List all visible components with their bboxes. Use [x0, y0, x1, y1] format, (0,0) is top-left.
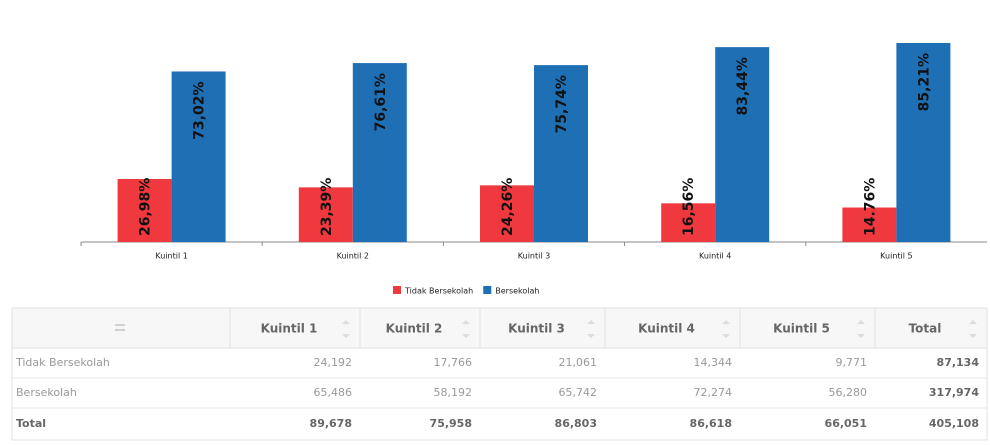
- x-tick-label: Kuintil 1: [155, 252, 187, 261]
- bar: [298, 187, 353, 242]
- legend-swatch: [483, 286, 492, 294]
- value-label: 14.76%: [862, 178, 878, 236]
- value-label: 76,61%: [373, 73, 389, 131]
- table-cell: 58,192: [434, 386, 473, 399]
- x-tick-label: Kuintil 3: [518, 252, 550, 261]
- legend-swatch: [393, 286, 401, 294]
- column-header: Kuintil 2: [386, 322, 443, 336]
- table-cell: 17,766: [434, 356, 473, 369]
- column-header: Kuintil 1: [261, 322, 318, 336]
- sort-icon: [969, 320, 977, 338]
- table-cell: 89,678: [310, 417, 352, 430]
- table-cell: 65,486: [314, 386, 353, 399]
- bar: [715, 47, 770, 243]
- sort-icon: [857, 320, 865, 338]
- bar: [171, 71, 226, 243]
- value-label: 75,74%: [554, 75, 570, 133]
- column-header: Kuintil 4: [638, 322, 695, 336]
- x-tick-label: Kuintil 2: [337, 252, 369, 261]
- row-label: Bersekolah: [16, 386, 77, 399]
- sort-icon: [462, 320, 470, 338]
- bar: [117, 178, 172, 242]
- table-cell: 9,771: [836, 356, 868, 369]
- sort-icon: [722, 320, 730, 338]
- value-label: 26,98%: [138, 178, 154, 236]
- sort-icon: [342, 320, 350, 338]
- bar: [352, 63, 407, 242]
- column-header: Kuintil 5: [773, 322, 830, 336]
- value-label: 16,56%: [681, 178, 697, 236]
- row-label: Total: [16, 417, 46, 430]
- x-tick-label: Kuintil 5: [880, 252, 912, 261]
- x-tick-label: Kuintil 4: [699, 252, 731, 261]
- bar: [534, 65, 588, 242]
- table-cell: 72,274: [694, 386, 733, 399]
- value-label: 83,44%: [735, 57, 751, 115]
- bar: [896, 43, 951, 242]
- table-cell: 65,742: [559, 386, 598, 399]
- menu-icon: [115, 324, 125, 331]
- value-label: 85,21%: [916, 53, 932, 111]
- column-header: Total: [909, 322, 942, 336]
- table-cell: 86,618: [690, 417, 732, 430]
- row-label: Tidak Bersekolah: [15, 356, 110, 369]
- table-cell: 317,974: [929, 386, 979, 399]
- table-cell: 21,061: [559, 356, 598, 369]
- value-label: 23,39%: [319, 178, 335, 236]
- legend-label: Tidak Bersekolah: [404, 287, 473, 296]
- value-label: 73,02%: [192, 81, 208, 139]
- table-header-bg: [11, 307, 988, 349]
- table-cell: 24,192: [314, 356, 353, 369]
- table-cell: 56,280: [829, 386, 868, 399]
- bar: [842, 207, 897, 242]
- table-cell: 66,051: [825, 417, 867, 430]
- table-cell: 87,134: [937, 356, 980, 369]
- bar: [661, 203, 716, 242]
- table-border: [11, 307, 988, 441]
- table-cell: 86,803: [555, 417, 597, 430]
- value-label: 24,26%: [500, 178, 516, 236]
- bar: [480, 185, 534, 242]
- legend-label: Bersekolah: [495, 287, 539, 296]
- table-cell: 75,958: [430, 417, 472, 430]
- table-cell: 405,108: [929, 417, 979, 430]
- sort-icon: [587, 320, 595, 338]
- column-header: Kuintil 3: [508, 322, 565, 336]
- table-cell: 14,344: [694, 356, 733, 369]
